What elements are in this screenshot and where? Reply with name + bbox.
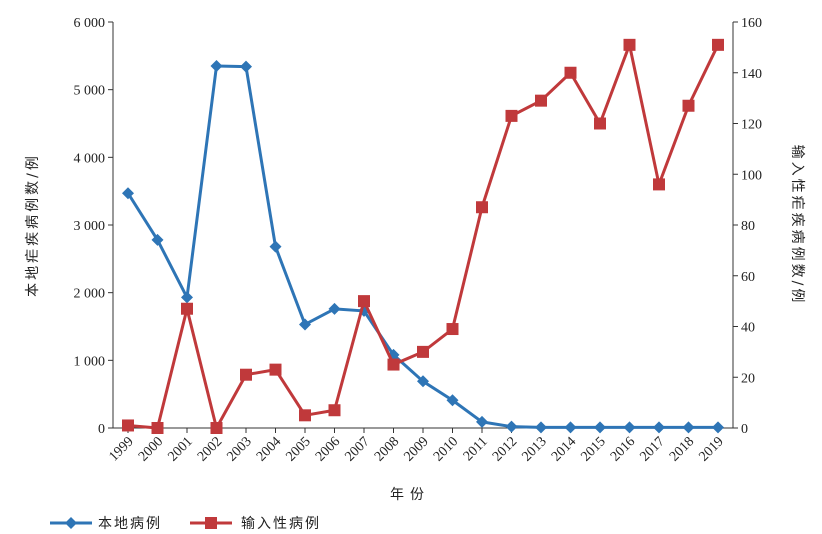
data-point-local: [181, 291, 193, 304]
data-point-imported: [181, 302, 193, 315]
left-tick-label: 5 000: [74, 84, 106, 99]
right-y-axis-title: 输入性疟疾病例数/例: [789, 145, 805, 306]
right-tick-label: 0: [741, 422, 748, 437]
x-tick-label: 2011: [461, 434, 491, 464]
data-point-local: [623, 421, 636, 434]
right-tick-label: 140: [741, 67, 762, 82]
x-tick-label: 1999: [106, 434, 136, 464]
legend-item-imported: 输入性病例: [190, 516, 321, 532]
data-point-local: [505, 420, 518, 433]
left-tick-label: 0: [98, 422, 105, 437]
legend-label-imported: 输入性病例: [241, 516, 321, 532]
right-tick-label: 40: [741, 321, 755, 336]
data-point-imported: [712, 38, 724, 51]
data-point-local: [122, 187, 134, 200]
x-tick-label: 2010: [431, 434, 461, 464]
data-point-local: [210, 59, 223, 72]
data-point-imported: [564, 66, 577, 79]
left-tick-label: 2 000: [74, 287, 106, 302]
data-point-local: [446, 394, 459, 407]
legend-marker-imported: [205, 517, 217, 529]
left-tick-label: 4 000: [74, 151, 106, 166]
x-tick-label: 2004: [254, 434, 284, 464]
x-tick-label: 2016: [608, 434, 638, 464]
x-tick-label: 2019: [696, 434, 726, 464]
x-tick-label: 2017: [637, 434, 667, 464]
data-point-imported: [299, 409, 311, 422]
legend: 本地病例 输入性病例: [50, 516, 321, 532]
data-point-local: [328, 302, 341, 315]
data-point-imported: [476, 201, 488, 214]
x-ticks: 1999 2000 2001 2002 2003 2004 2005 2006 2007 2008…: [106, 428, 727, 465]
x-tick-label: 2014: [549, 434, 579, 464]
left-y-axis-title: 本地疟疾病例数/例: [25, 153, 41, 297]
right-tick-label: 20: [741, 371, 755, 386]
data-point-local: [476, 415, 488, 428]
data-point-imported: [358, 295, 370, 308]
data-point-local: [151, 233, 164, 246]
x-axis-title: 年份: [390, 487, 430, 503]
left-y-ticks: 0 1 000 2 000 3 000 4 000 5 000 6 000: [74, 16, 113, 437]
x-tick-label: 2008: [372, 434, 402, 464]
legend-item-local: 本地病例: [50, 516, 162, 532]
data-point-imported: [151, 422, 164, 434]
data-point-imported: [269, 363, 282, 376]
series-line-imported: [127, 43, 720, 430]
data-point-imported: [623, 38, 636, 51]
x-tick-label: 2009: [401, 434, 431, 464]
x-tick-label: 2005: [283, 434, 313, 464]
series-imported: [122, 38, 724, 434]
x-tick-label: 2000: [136, 434, 166, 464]
legend-label-local: 本地病例: [98, 516, 162, 532]
data-point-imported: [594, 117, 606, 130]
x-tick-label: 2002: [195, 434, 225, 464]
data-point-imported: [505, 109, 518, 122]
right-tick-label: 100: [741, 168, 762, 183]
data-point-imported: [446, 323, 459, 336]
right-tick-label: 80: [741, 219, 755, 234]
series-line-local: [126, 64, 718, 429]
x-tick-label: 2007: [342, 434, 372, 464]
data-point-imported: [328, 404, 341, 417]
data-point-imported: [240, 368, 252, 381]
right-tick-label: 60: [741, 270, 755, 285]
data-point-local: [535, 421, 547, 434]
data-point-imported: [535, 94, 547, 107]
x-tick-label: 2015: [578, 434, 608, 464]
left-tick-label: 1 000: [74, 354, 106, 369]
x-tick-label: 2013: [519, 434, 549, 464]
data-point-imported: [387, 358, 400, 371]
data-point-local: [564, 421, 577, 434]
x-tick-label: 2003: [224, 434, 254, 464]
x-tick-label: 2001: [165, 434, 195, 464]
data-point-local: [653, 421, 665, 434]
x-tick-label: 2006: [313, 434, 343, 464]
left-tick-label: 6 000: [74, 16, 106, 31]
right-y-ticks: 0 20 40 60 80 100 120 140 160: [733, 16, 762, 437]
legend-marker-local: [65, 517, 77, 529]
data-point-imported: [653, 178, 665, 191]
data-point-imported: [210, 422, 223, 434]
data-point-local: [299, 318, 311, 331]
data-point-local: [417, 375, 429, 388]
axes: [112, 22, 734, 429]
data-point-local: [712, 421, 724, 434]
data-point-local: [269, 240, 282, 253]
x-tick-label: 2012: [490, 434, 520, 464]
right-tick-label: 120: [741, 118, 762, 133]
data-point-local: [682, 421, 695, 434]
data-point-imported: [417, 345, 429, 358]
series-local: [122, 59, 724, 434]
data-point-local: [240, 60, 252, 73]
data-point-local: [594, 421, 606, 434]
data-point-imported: [682, 99, 695, 112]
left-tick-label: 3 000: [74, 219, 106, 234]
series-layer: [122, 38, 724, 434]
data-point-imported: [122, 419, 134, 432]
right-tick-label: 160: [741, 16, 762, 31]
x-tick-label: 2018: [667, 434, 697, 464]
